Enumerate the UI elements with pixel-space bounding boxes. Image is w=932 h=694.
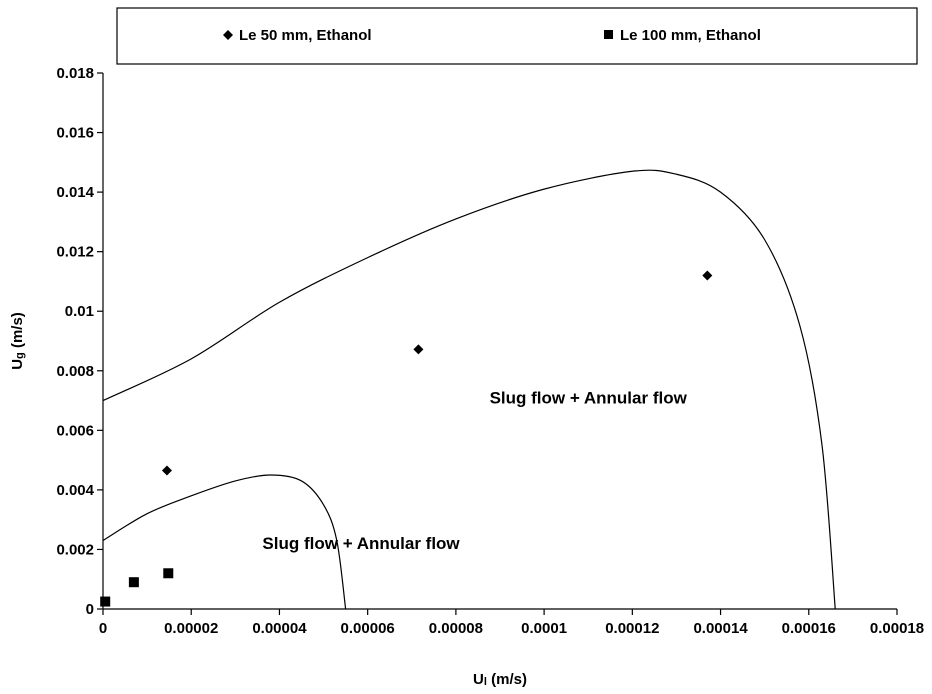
axes	[102, 73, 897, 610]
annotations: Slug flow + Annular flow Slug flow + Annu…	[262, 389, 687, 553]
data-point-diamond	[413, 344, 424, 355]
x-tick-label: 0.00016	[782, 620, 836, 637]
region-annotation: Slug flow + Annular flow	[262, 534, 460, 553]
x-tick-label: 0.00004	[252, 620, 307, 637]
legend-marker-square-icon	[604, 30, 613, 39]
data-point-diamond	[702, 270, 713, 281]
y-axis-title: Ug (m/s)	[9, 312, 26, 370]
region-annotation: Slug flow + Annular flow	[490, 389, 688, 408]
data-point-square	[100, 596, 111, 607]
x-tick-label: 0	[99, 620, 107, 637]
legend-box	[116, 7, 918, 65]
boundary-curve-2	[102, 169, 836, 610]
boundary-curves	[102, 169, 836, 610]
legend-item-1: Le 50 mm, Ethanol	[223, 27, 372, 44]
x-ticks: 0 0.00002 0.00004 0.00006 0.00008 0.0001 0.000…	[99, 609, 924, 637]
data-points	[100, 270, 713, 607]
y-tick-label: 0.014	[56, 184, 94, 201]
legend-marker-diamond-icon	[223, 30, 233, 40]
y-tick-label: 0.012	[56, 244, 94, 261]
data-point-square	[163, 568, 174, 579]
y-tick-label: 0.004	[56, 482, 94, 499]
x-tick-label: 0.00012	[605, 620, 659, 637]
y-tick-label: 0.016	[56, 125, 94, 142]
y-tick-label: 0.01	[65, 303, 94, 320]
y-ticks: 0 0.002 0.004 0.006 0.008 0.01 0.012 0.014 0.016…	[56, 65, 103, 618]
boundary-curve-1	[102, 474, 347, 610]
y-tick-label: 0.006	[56, 422, 94, 439]
x-tick-label: 0.0001	[521, 620, 567, 637]
x-tick-label: 0.00014	[693, 620, 748, 637]
data-point-square	[128, 577, 139, 588]
x-tick-label: 0.00008	[429, 620, 483, 637]
legend-label-2: Le 100 mm, Ethanol	[620, 27, 761, 44]
x-axis-title: Ul (m/s)	[473, 671, 527, 688]
legend: Le 50 mm, Ethanol Le 100 mm, Ethanol	[116, 7, 918, 65]
y-tick-label: 0.018	[56, 65, 94, 82]
y-tick-label: 0.002	[56, 541, 94, 558]
legend-item-2: Le 100 mm, Ethanol	[604, 27, 761, 44]
y-tick-label: 0.008	[56, 363, 94, 380]
data-point-diamond	[161, 465, 172, 476]
x-tick-label: 0.00006	[341, 620, 395, 637]
x-tick-label: 0.00018	[870, 620, 924, 637]
legend-label-1: Le 50 mm, Ethanol	[239, 27, 372, 44]
y-tick-label: 0	[86, 601, 94, 618]
x-tick-label: 0.00002	[164, 620, 218, 637]
